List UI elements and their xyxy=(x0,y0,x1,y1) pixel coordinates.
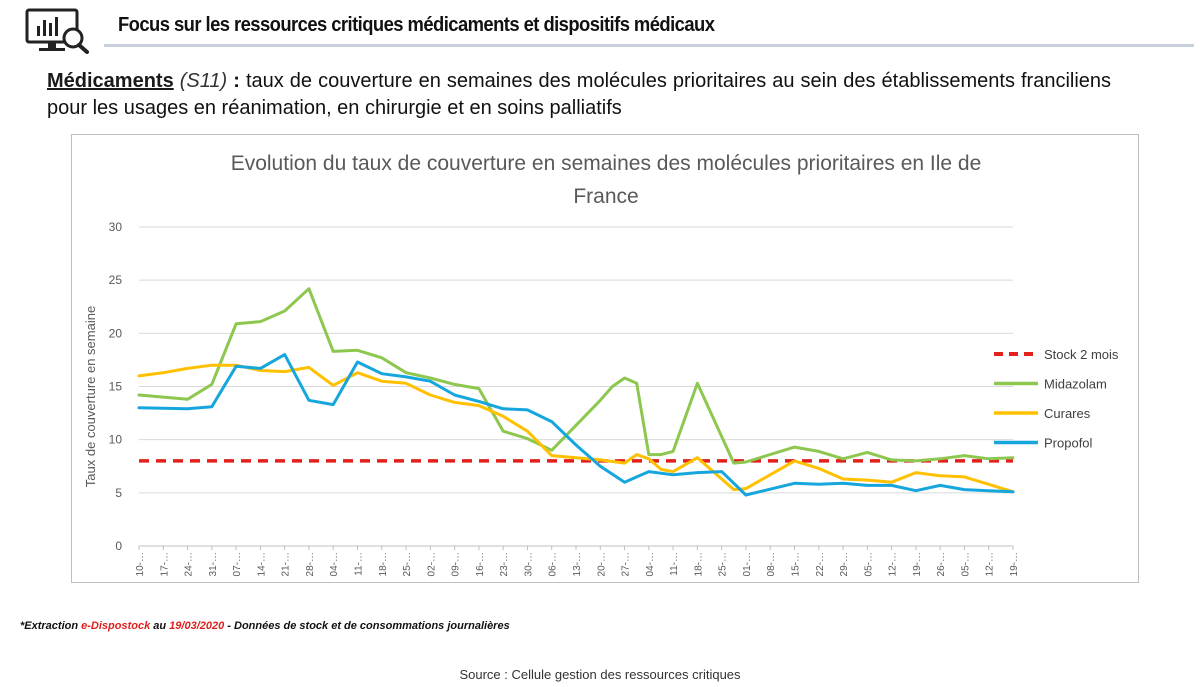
y-tick-label: 20 xyxy=(109,326,123,340)
x-tick-label: 01-… xyxy=(742,552,753,576)
x-tick-label: 12-… xyxy=(985,552,996,576)
footnote-suffix: - Données de stock et de consommations j… xyxy=(224,620,510,632)
x-tick-label: 14-… xyxy=(256,552,267,576)
x-tick-label: 30-… xyxy=(523,552,534,576)
x-tick-label: 06-… xyxy=(548,552,559,576)
chart-title-wrapper: Evolution du taux de couverture en semai… xyxy=(72,147,1140,213)
series-layer xyxy=(137,287,1015,497)
intro-separator: : xyxy=(233,70,240,92)
x-tick-label: 12-… xyxy=(888,552,899,576)
y-tick-label: 10 xyxy=(109,433,123,447)
monitor-analytics-icon xyxy=(25,8,89,54)
x-tick-label: 17-… xyxy=(159,552,170,576)
legend-label-stock-2-mois: Stock 2 mois xyxy=(1044,347,1119,362)
y-axis-label: Taux de couverture en semaine xyxy=(83,306,98,487)
intro-paragraph: Médicaments (S11) : taux de couverture e… xyxy=(47,68,1111,122)
chart-title: Evolution du taux de couverture en semai… xyxy=(230,152,982,208)
footnote-date: 19/03/2020 xyxy=(169,620,225,632)
footnote: *Extraction e-Dispostock au 19/03/2020 -… xyxy=(20,620,510,632)
x-tick-label: 08-… xyxy=(766,552,777,576)
x-tick-label: 20-… xyxy=(596,552,607,576)
y-tick-label: 5 xyxy=(115,486,122,500)
x-tick-label: 23-… xyxy=(499,552,510,576)
x-tick-label: 04-… xyxy=(329,552,340,576)
x-tick-label: 09-… xyxy=(451,552,462,576)
x-tick-label: 10-… xyxy=(135,552,146,576)
x-tick-label: 13-… xyxy=(572,552,583,576)
y-tick-label: 15 xyxy=(109,380,123,394)
series-line-midazolam xyxy=(137,287,1015,465)
x-tick-label: 07-… xyxy=(232,552,243,576)
series-line-propofol xyxy=(137,353,1015,497)
axis-layer: 0 5 10 15 20 25 30 Taux de couverture en semain… xyxy=(83,220,1020,576)
x-tick-label: 18-… xyxy=(693,552,704,576)
x-tick-label: 27-… xyxy=(621,552,632,576)
x-tick-label: 04-… xyxy=(645,552,656,576)
y-tick-label: 30 xyxy=(109,220,123,234)
x-tick-label: 05-… xyxy=(863,552,874,576)
y-tick-label: 0 xyxy=(115,539,122,553)
footnote-system: e-Dispostock xyxy=(81,620,151,632)
x-tick-label: 19-… xyxy=(1009,552,1020,576)
grid-layer xyxy=(139,226,1013,547)
page-title: Focus sur les ressources critiques médic… xyxy=(118,14,715,36)
x-tick-label: 29-… xyxy=(839,552,850,576)
legend-label-midazolam: Midazolam xyxy=(1044,377,1107,392)
x-tick-label: 15-… xyxy=(791,552,802,576)
x-tick-label: 11-… xyxy=(354,552,365,576)
intro-lead: Médicaments xyxy=(47,70,174,92)
footnote-prefix: *Extraction xyxy=(20,620,82,632)
x-tick-label: 25-… xyxy=(718,552,729,576)
intro-text: taux de couverture en semaines des moléc… xyxy=(47,70,1112,119)
intro-code: (S11) xyxy=(179,70,228,92)
line-chart: 0 5 10 15 20 25 30 Taux de couverture en semain… xyxy=(83,220,1119,576)
x-tick-label: 19-… xyxy=(912,552,923,576)
x-tick-label: 25-… xyxy=(402,552,413,576)
chart-frame: Evolution du taux de couverture en semai… xyxy=(71,134,1139,583)
x-tick-label: 24-… xyxy=(184,552,195,576)
x-tick-label: 28-… xyxy=(305,552,316,576)
legend: Stock 2 mois Midazolam Curares Propofol xyxy=(994,347,1119,451)
x-tick-label: 22-… xyxy=(815,552,826,576)
series-line-curares xyxy=(137,363,1015,494)
x-tick-label: 11-… xyxy=(669,552,680,576)
x-tick-label: 21-… xyxy=(281,552,292,576)
header-divider xyxy=(104,44,1194,47)
x-tick-label: 18-… xyxy=(378,552,389,576)
y-tick-label: 25 xyxy=(109,273,123,287)
legend-label-curares: Curares xyxy=(1044,406,1091,421)
x-tick-label: 31-… xyxy=(208,552,219,576)
footnote-middle: au xyxy=(150,620,170,632)
x-tick-label: 05-… xyxy=(960,552,971,576)
x-tick-label: 26-… xyxy=(936,552,947,576)
x-tick-label: 16-… xyxy=(475,552,486,576)
source-note: Source : Cellule gestion des ressources … xyxy=(459,667,741,682)
legend-label-propofol: Propofol xyxy=(1044,436,1093,451)
x-tick-label: 02-… xyxy=(426,552,437,576)
